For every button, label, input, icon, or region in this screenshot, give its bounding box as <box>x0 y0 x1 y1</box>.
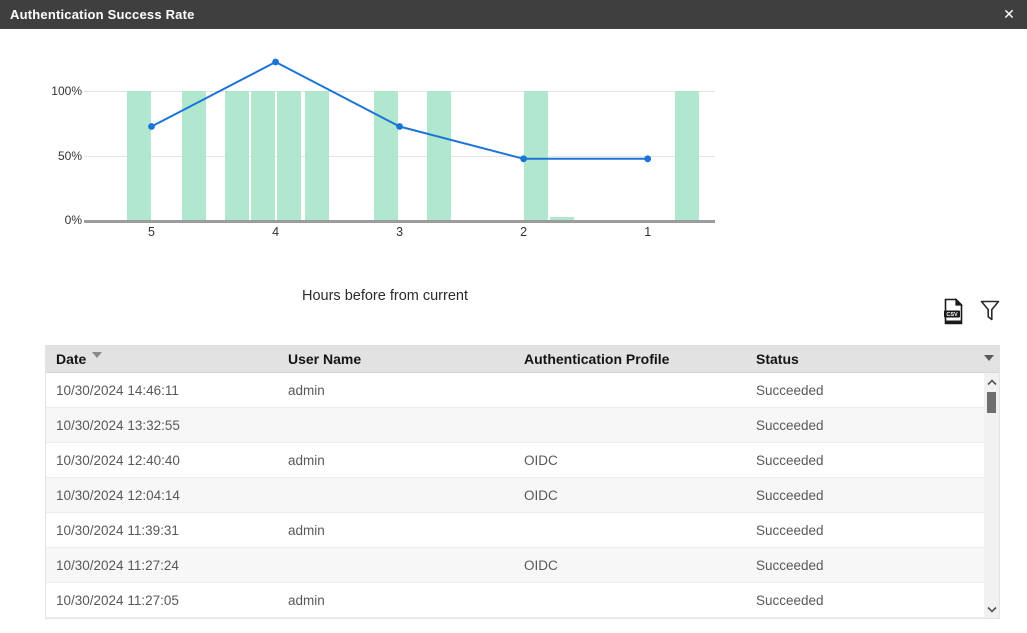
scrollbar-thumb[interactable] <box>987 392 996 413</box>
cell-user-name: admin <box>288 592 325 608</box>
scroll-down-icon[interactable] <box>984 602 999 616</box>
x-axis-tick-label: 5 <box>148 225 155 239</box>
y-axis-tick-label: 50% <box>57 148 82 163</box>
cell-status: Succeeded <box>756 487 824 503</box>
column-header-authentication-profile[interactable]: Authentication Profile <box>524 350 670 367</box>
cell-user-name: admin <box>288 382 325 398</box>
x-axis-line <box>84 220 715 223</box>
scroll-up-icon[interactable] <box>984 375 999 389</box>
cell-status: Succeeded <box>756 452 824 468</box>
column-chooser-icon[interactable] <box>984 355 994 361</box>
x-axis-tick-label: 1 <box>644 225 652 239</box>
auth-events-table: Date User Name Authentication Profile St… <box>45 345 1000 619</box>
cell-status: Succeeded <box>756 522 824 538</box>
column-header-date[interactable]: Date <box>46 351 278 367</box>
event-bar <box>251 91 276 220</box>
event-bar <box>127 91 152 220</box>
event-bar <box>277 91 302 220</box>
event-bar <box>550 217 575 220</box>
filter-funnel-icon <box>980 300 1000 321</box>
column-header-status[interactable]: Status <box>756 350 799 367</box>
table-row[interactable]: 10/30/2024 14:46:11 admin Succeeded <box>46 373 984 408</box>
table-row[interactable]: 10/30/2024 13:32:55 Succeeded <box>46 408 984 443</box>
success-rate-chart: 100% 50% 0% 5 4 3 2 1 Hours before from current <box>0 29 1027 309</box>
event-bar <box>181 91 206 220</box>
event-bar <box>675 91 700 220</box>
event-bar <box>225 91 250 220</box>
filter-button[interactable] <box>976 297 1004 325</box>
table-body: 10/30/2024 14:46:11 admin Succeeded 10/3… <box>46 373 984 618</box>
gridline <box>84 155 715 157</box>
line-series <box>148 58 652 163</box>
cell-status: Succeeded <box>756 417 824 433</box>
gridline <box>84 91 715 92</box>
cell-auth-profile: OIDC <box>524 557 558 573</box>
table-row[interactable]: 10/30/2024 11:39:31 admin Succeeded <box>46 513 984 548</box>
close-icon[interactable]: ✕ <box>1003 5 1015 22</box>
chart-x-axis-title: Hours before from current <box>301 288 468 304</box>
event-bar <box>427 91 452 220</box>
y-axis-tick-label: 100% <box>51 84 82 98</box>
event-bar <box>374 91 398 220</box>
dialog-title: Authentication Success Rate <box>10 7 195 22</box>
table-row[interactable]: 10/30/2024 11:27:24 OIDC Succeeded <box>46 548 984 583</box>
cell-date: 10/30/2024 13:32:55 <box>56 417 180 433</box>
cell-date: 10/30/2024 11:39:31 <box>56 522 179 538</box>
x-axis-tick-label: 2 <box>520 225 528 239</box>
cell-auth-profile: OIDC <box>524 452 558 468</box>
cell-date: 10/30/2024 14:46:11 <box>56 382 179 398</box>
cell-status: Succeeded <box>756 557 824 573</box>
cell-date: 10/30/2024 11:27:05 <box>56 592 179 608</box>
table-row[interactable]: 10/30/2024 11:27:05 admin Succeeded <box>46 583 984 618</box>
cell-date: 10/30/2024 12:04:14 <box>56 487 180 503</box>
table-row[interactable]: 10/30/2024 12:04:14 OIDC Succeeded <box>46 478 984 513</box>
x-axis-tick-label: 4 <box>272 225 280 239</box>
cell-user-name: admin <box>288 522 325 538</box>
event-bar <box>304 91 329 220</box>
sort-desc-icon <box>92 351 103 358</box>
cell-status: Succeeded <box>756 592 824 608</box>
cell-auth-profile: OIDC <box>524 487 558 503</box>
cell-date: 10/30/2024 12:40:40 <box>56 452 180 468</box>
csv-file-icon: CSV <box>943 297 963 324</box>
export-csv-button[interactable]: CSV <box>939 295 967 327</box>
y-axis-tick-label: 0% <box>64 213 82 227</box>
table-header-row: Date User Name Authentication Profile St… <box>46 345 999 373</box>
cell-status: Succeeded <box>756 382 824 398</box>
svg-text:CSV: CSV <box>946 312 958 318</box>
dialog-titlebar: Authentication Success Rate ✕ <box>0 0 1027 29</box>
vertical-scrollbar[interactable] <box>984 373 999 618</box>
x-axis-tick-label: 3 <box>396 225 404 239</box>
column-header-user-name[interactable]: User Name <box>288 350 362 367</box>
table-row[interactable]: 10/30/2024 12:40:40 admin OIDC Succeeded <box>46 443 984 478</box>
cell-date: 10/30/2024 11:27:24 <box>56 557 179 573</box>
cell-user-name: admin <box>288 452 325 468</box>
event-bar <box>524 91 549 220</box>
